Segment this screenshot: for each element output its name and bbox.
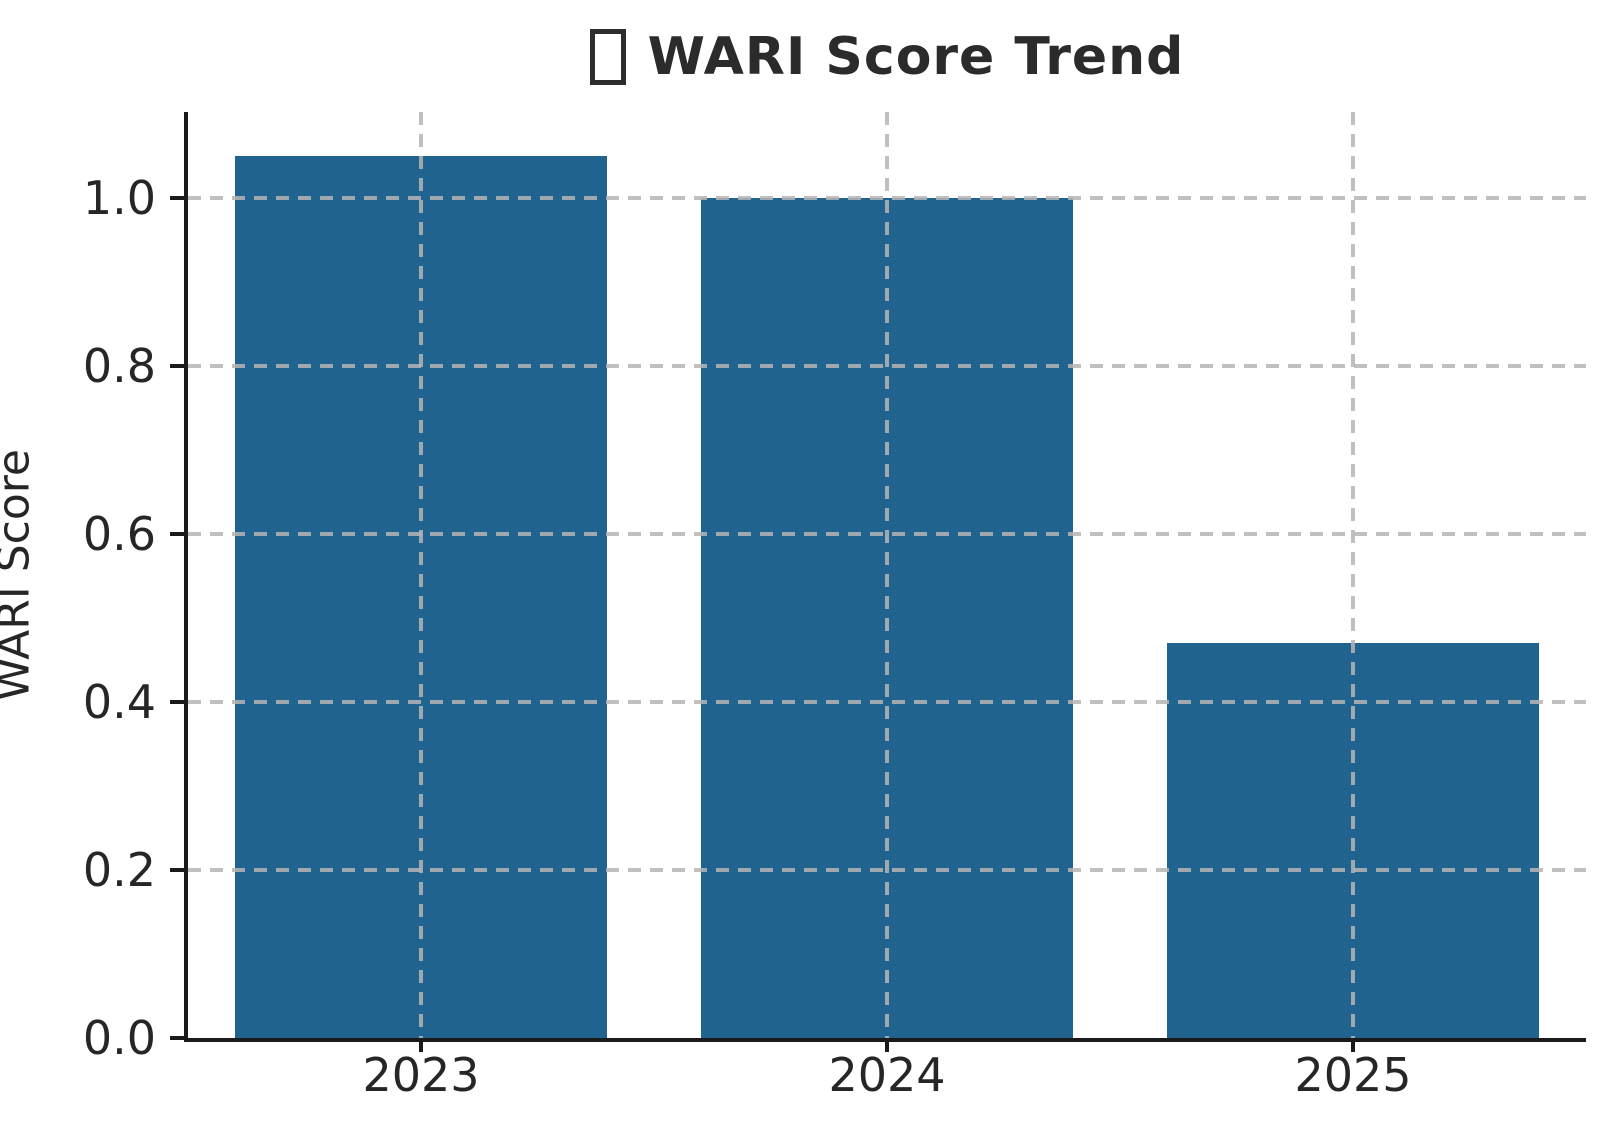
v-gridline-2025 xyxy=(1351,112,1355,1038)
chart-title: WARI Score Trend xyxy=(188,16,1586,98)
x-axis-spine xyxy=(184,1038,1586,1042)
x-tick-mark-2023 xyxy=(419,1042,423,1052)
x-tick-mark-2024 xyxy=(885,1042,889,1052)
v-gridline-2023 xyxy=(418,112,423,1038)
y-tick-mark-0 xyxy=(170,1036,184,1040)
y-tick-label-0.8: 0.8 xyxy=(82,339,156,394)
plot-area: 0.0 0.2 0.4 0.6 0.8 1.0 2023 2024 2025 xyxy=(83,112,1586,1098)
y-tick-label-0.6: 0.6 xyxy=(82,507,156,562)
y-tick-label-0.4: 0.4 xyxy=(82,675,156,730)
x-tick-label-2023: 2023 xyxy=(362,1048,480,1102)
y-tick-mark-0.4 xyxy=(170,700,184,705)
missing-glyph-box-icon xyxy=(589,29,626,85)
x-tick-mark-2025 xyxy=(1351,1042,1355,1052)
y-tick-mark-0.2 xyxy=(170,868,184,873)
y-tick-label-0: 0.0 xyxy=(82,1011,156,1065)
x-tick-label-2024: 2024 xyxy=(828,1048,946,1102)
y-tick-mark-1 xyxy=(170,196,184,201)
y-tick-mark-0.8 xyxy=(170,364,184,369)
chart-title-text: WARI Score Trend xyxy=(647,27,1185,87)
y-tick-label-1: 1.0 xyxy=(82,171,156,226)
x-tick-label-2025: 2025 xyxy=(1294,1048,1412,1102)
y-axis-spine xyxy=(184,112,188,1042)
y-tick-mark-0.6 xyxy=(170,532,184,537)
v-gridline-2024 xyxy=(885,112,889,1038)
y-axis-label: WARI Score xyxy=(0,449,40,701)
y-tick-label-0.2: 0.2 xyxy=(82,843,156,898)
